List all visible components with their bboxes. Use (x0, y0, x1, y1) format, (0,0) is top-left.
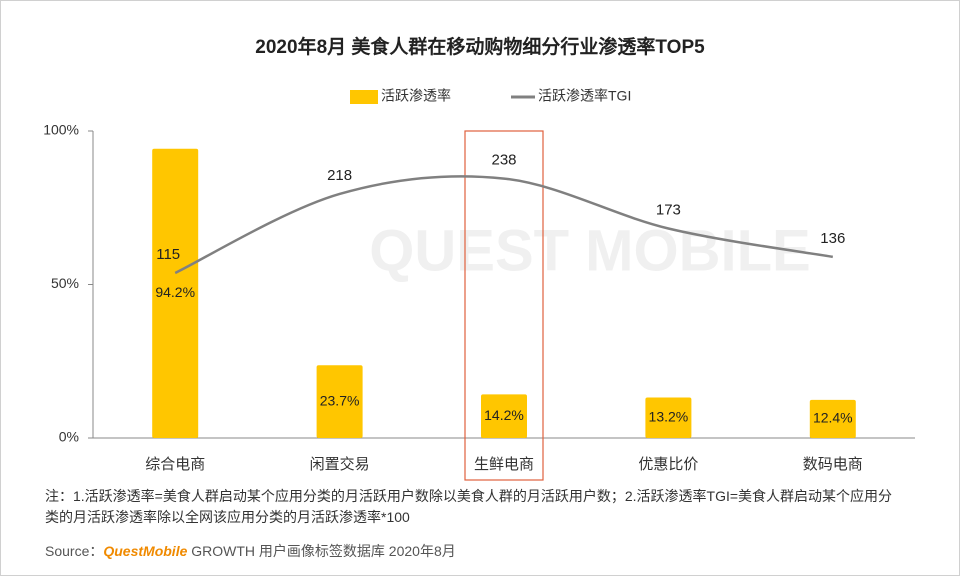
x-tick-label: 数码电商 (803, 456, 863, 473)
line-value-label: 218 (327, 167, 352, 184)
line-value-label: 136 (820, 230, 845, 247)
source-brand: QuestMobile (103, 543, 188, 559)
note: 注：1.活跃渗透率=美食人群启动某个应用分类的月活跃用户数除以美食人群的月活跃用… (45, 486, 905, 528)
line-value-label: 238 (491, 152, 516, 169)
line-value-label: 173 (656, 201, 681, 218)
bar (481, 394, 527, 438)
highlight-box (464, 130, 544, 481)
line-value-label: 115 (156, 246, 180, 263)
y-tick-label: 0% (59, 429, 79, 445)
y-tick-label: 50% (51, 275, 79, 291)
chart-title: 2020年8月 美食人群在移动购物细分行业渗透率TOP5 (255, 35, 705, 58)
note-text: 1.活跃渗透率=美食人群启动某个应用分类的月活跃用户数除以美食人群的月活跃用户数… (45, 488, 893, 525)
source: Source：QuestMobile GROWTH 用户画像标签数据库 2020… (45, 541, 456, 561)
legend-label: 活跃渗透率 (381, 88, 451, 104)
bar (316, 365, 363, 438)
note-label: 注： (45, 488, 73, 504)
bar-value-label: 23.7% (320, 392, 360, 408)
x-tick-label: 生鲜电商 (474, 456, 534, 473)
bar (152, 148, 199, 438)
bar-value-label: 12.4% (813, 410, 853, 426)
x-tick-label: 优惠比价 (638, 456, 698, 473)
source-text: GROWTH 用户画像标签数据库 2020年8月 (187, 543, 456, 559)
line (174, 175, 834, 275)
x-tick-label: 闲置交易 (310, 455, 370, 473)
legend-label: 活跃渗透率TGI (538, 88, 631, 104)
source-label: Source： (45, 543, 104, 559)
bar-value-label: 14.2% (484, 407, 524, 423)
bar (809, 399, 856, 438)
bar (645, 397, 692, 438)
watermark: QUEST MOBILE (369, 218, 810, 283)
legend-swatch (350, 90, 378, 104)
bar-value-label: 94.2% (155, 284, 195, 300)
bar-value-label: 13.2% (649, 408, 689, 424)
y-tick-label: 100% (43, 122, 79, 138)
x-tick-label: 综合电商 (145, 456, 205, 473)
